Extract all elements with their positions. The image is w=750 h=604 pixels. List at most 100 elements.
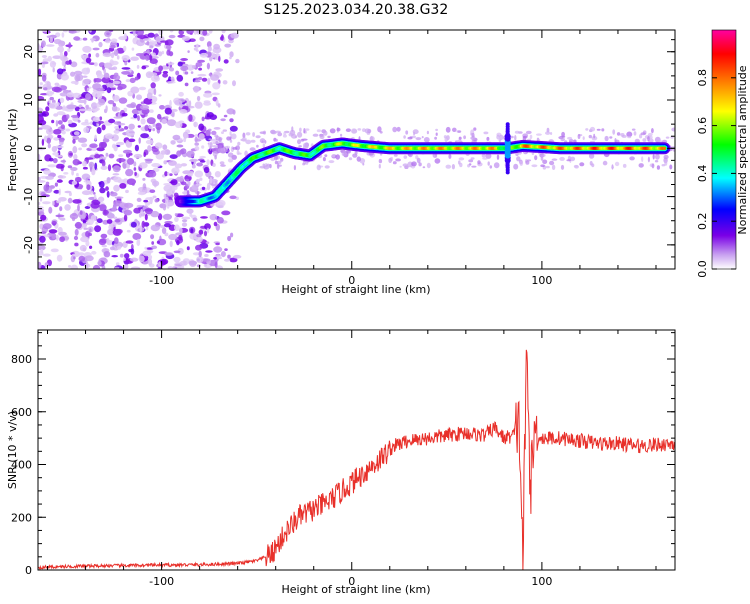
noise-speckle (125, 168, 134, 177)
spectrogram-y-ticks: -20 -10 0 10 20 (22, 39, 675, 270)
noise-speckle (418, 162, 422, 167)
noise-speckle (71, 180, 78, 185)
noise-speckle (175, 232, 183, 236)
noise-speckle (209, 141, 213, 148)
noise-speckle (134, 171, 137, 176)
noise-speckle (161, 118, 167, 125)
noise-speckle (80, 223, 88, 228)
spectrogram-frame (37, 29, 676, 270)
noise-speckle (113, 216, 118, 220)
noise-speckle (585, 128, 589, 131)
noise-speckle (106, 219, 113, 224)
noise-speckle (133, 153, 143, 159)
noise-speckle (94, 153, 100, 159)
colorbar-tick-label: 0.0 (696, 260, 709, 278)
noise-speckle (229, 51, 234, 58)
noise-speckle (204, 223, 211, 230)
noise-speckle (113, 121, 122, 125)
noise-speckle (142, 177, 146, 181)
noise-speckle (133, 207, 142, 214)
noise-speckle (205, 250, 213, 253)
noise-speckle (182, 219, 188, 222)
noise-speckle (496, 134, 501, 140)
noise-speckle (172, 134, 181, 141)
noise-speckle (112, 94, 120, 102)
noise-speckle (196, 43, 199, 50)
noise-speckle (186, 190, 190, 196)
y-tick-label: -20 (22, 236, 35, 254)
noise-speckle (470, 157, 475, 160)
noise-speckle (51, 220, 57, 226)
noise-speckle (83, 98, 87, 105)
noise-speckle (55, 234, 59, 241)
noise-speckle (162, 73, 169, 78)
noise-speckle (134, 144, 139, 152)
noise-speckle (111, 207, 117, 212)
noise-speckle (117, 86, 123, 91)
noise-speckle (457, 130, 461, 133)
noise-speckle (113, 266, 120, 269)
noise-speckle (196, 256, 204, 264)
noise-speckle (123, 214, 128, 222)
noise-speckle (114, 237, 119, 245)
noise-speckle (531, 164, 538, 168)
noise-speckle (403, 155, 408, 159)
noise-speckle (102, 156, 107, 159)
noise-speckle (52, 67, 55, 73)
noise-speckle (463, 135, 466, 140)
noise-speckle (130, 56, 140, 61)
noise-speckle (105, 152, 109, 157)
noise-speckle (208, 128, 212, 132)
noise-speckle (560, 136, 563, 139)
noise-speckle (567, 136, 573, 140)
noise-speckle (138, 162, 148, 169)
noise-speckle (157, 113, 162, 120)
noise-speckle (136, 94, 142, 100)
noise-speckle (229, 118, 234, 123)
noise-speckle (229, 125, 238, 132)
noise-speckle (217, 103, 221, 108)
noise-speckle (174, 224, 180, 231)
noise-speckle (647, 136, 650, 142)
noise-speckle (189, 32, 193, 35)
noise-speckle (162, 213, 172, 220)
noise-speckle (516, 156, 521, 162)
noise-speckle (54, 182, 59, 187)
noise-speckle (160, 258, 169, 265)
noise-speckle (134, 76, 139, 81)
noise-speckle (542, 159, 548, 165)
noise-speckle (57, 73, 61, 79)
noise-speckle (121, 55, 130, 61)
noise-speckle (163, 160, 167, 165)
noise-speckle (214, 171, 221, 178)
snr-panel: -100 0 100 0 200 400 600 800 Height of straigh… (6, 329, 676, 596)
noise-speckle (514, 130, 520, 134)
noise-speckle (539, 153, 545, 158)
noise-speckle (209, 56, 213, 62)
noise-speckle (40, 61, 49, 65)
noise-speckle (54, 82, 60, 86)
noise-speckle (211, 92, 220, 96)
noise-speckle (58, 231, 67, 236)
noise-speckle (354, 151, 358, 155)
noise-speckle (616, 132, 621, 136)
noise-speckle (130, 248, 135, 255)
noise-speckle (91, 168, 96, 176)
noise-speckle (157, 238, 167, 246)
noise-speckle (110, 52, 115, 59)
noise-speckle (97, 196, 105, 203)
noise-speckle (215, 265, 223, 269)
noise-speckle (124, 61, 128, 66)
noise-speckle (151, 163, 161, 168)
noise-speckle (123, 107, 128, 112)
noise-speckle (297, 139, 301, 145)
noise-speckle (164, 232, 169, 237)
noise-speckle (227, 235, 232, 242)
noise-speckle (180, 163, 188, 167)
noise-speckle (72, 159, 81, 166)
noise-speckle (152, 128, 156, 132)
noise-speckle (74, 221, 82, 229)
noise-speckle (48, 229, 58, 234)
noise-speckle (543, 154, 546, 157)
noise-speckle (150, 75, 161, 82)
